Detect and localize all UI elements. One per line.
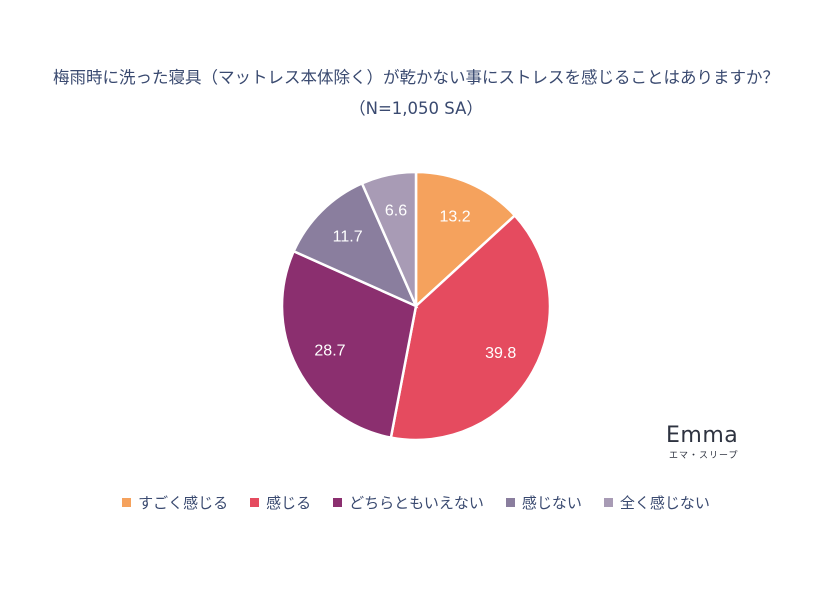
legend-label-3: どちらともいえない	[349, 494, 484, 512]
legend-item-5: 全く感じない	[603, 492, 710, 513]
chart-title: 梅雨時に洗った寝具（マットレス本体除く）が乾かない事にストレスを感じることはあり…	[53, 68, 779, 87]
legend-swatch-5	[603, 498, 613, 507]
legend-swatch-4	[505, 498, 515, 507]
legend-label-4: 感じない	[521, 494, 582, 512]
logo-wordmark: Emma	[666, 423, 739, 448]
legend-item-2: 感じる	[250, 492, 311, 513]
emma-logo: Emma エマ・スリープ	[666, 423, 746, 462]
legend-item-4: 感じない	[505, 492, 582, 513]
legend-item-1: すごく感じる	[122, 492, 228, 513]
legend-label-2: 感じる	[266, 494, 312, 512]
legend: すごく感じる 感じる どちらともいえない 感じない 全く感じない	[0, 492, 832, 513]
chart-subtitle: （N=1,050 SA）	[349, 99, 483, 118]
pie-slice-2	[389, 213, 552, 442]
pie-slice-3	[280, 249, 418, 440]
slice-label-5: 6.6	[385, 203, 407, 220]
legend-swatch-2	[250, 498, 260, 507]
slice-label-2: 39.8	[485, 345, 516, 362]
slice-label-3: 28.7	[314, 342, 345, 359]
legend-swatch-1	[122, 498, 132, 507]
legend-item-3: どちらともいえない	[333, 492, 484, 513]
logo-tagline: エマ・スリープ	[669, 451, 739, 461]
pie-slice-5	[360, 170, 418, 307]
slice-label-4: 11.7	[333, 229, 363, 246]
slice-label-1: 13.2	[440, 209, 471, 226]
legend-swatch-3	[333, 498, 343, 507]
legend-label-5: 全く感じない	[619, 494, 710, 512]
pie-slice-4	[292, 181, 419, 309]
pie-slice-1	[414, 170, 517, 309]
legend-label-1: すごく感じる	[138, 494, 229, 512]
